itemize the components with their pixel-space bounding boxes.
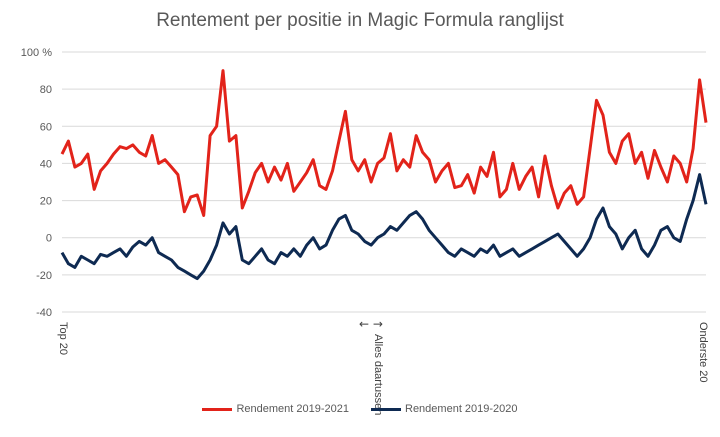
y-tick-label: 60 xyxy=(40,121,52,133)
chart-title: Rentement per positie in Magic Formula r… xyxy=(156,10,564,31)
x-label-middle: Alles daartussen xyxy=(372,334,384,415)
x-annotations: Top 20 Alles daartussen Onderste 20 ← → xyxy=(57,317,709,415)
legend-item-series-1: Rendement 2019-2021 xyxy=(202,403,349,415)
y-tick-label: -20 xyxy=(36,270,52,282)
series-lines xyxy=(60,69,708,281)
legend-swatch-series-1 xyxy=(202,407,233,411)
y-tick-labels: -40 -20 0 20 40 60 80 100 % xyxy=(21,47,52,319)
legend: Rendement 2019-2021 Rendement 2019-2020 xyxy=(0,403,720,415)
y-tick-label: -40 xyxy=(36,307,52,319)
legend-label-series-2: Rendement 2019-2020 xyxy=(405,403,518,415)
x-label-bottom-20: Onderste 20 xyxy=(697,322,709,383)
grid-lines xyxy=(62,51,706,313)
series-line-2 xyxy=(60,173,708,281)
y-tick-label: 40 xyxy=(40,158,52,170)
series-line-1 xyxy=(60,69,708,217)
x-middle-arrows: ← → xyxy=(359,317,383,331)
legend-label-series-1: Rendement 2019-2021 xyxy=(236,403,349,415)
legend-item-series-2: Rendement 2019-2020 xyxy=(371,403,518,415)
y-tick-label: 80 xyxy=(40,84,52,96)
legend-swatch-series-2 xyxy=(371,407,401,411)
y-tick-label: 0 xyxy=(46,233,52,245)
y-tick-label: 20 xyxy=(40,196,52,208)
x-label-top-20: Top 20 xyxy=(57,322,69,355)
y-tick-label: 100 % xyxy=(21,47,52,59)
